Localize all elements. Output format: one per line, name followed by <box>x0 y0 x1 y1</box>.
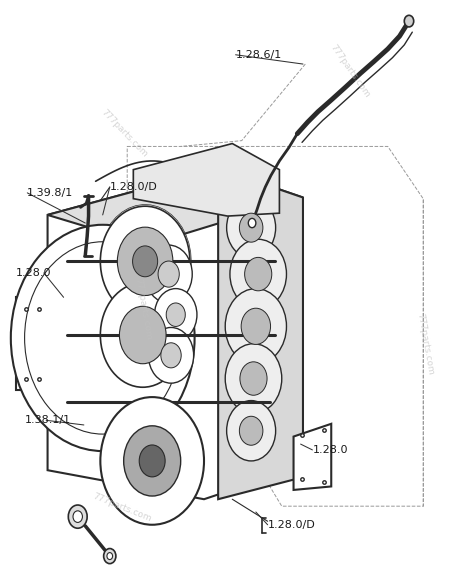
Polygon shape <box>47 168 270 499</box>
Circle shape <box>148 328 194 383</box>
Circle shape <box>104 549 116 564</box>
Circle shape <box>145 245 192 303</box>
Text: 777parts.com: 777parts.com <box>91 491 152 524</box>
Circle shape <box>225 344 282 413</box>
Circle shape <box>118 227 173 296</box>
Circle shape <box>166 303 185 326</box>
Circle shape <box>73 511 82 522</box>
Circle shape <box>119 306 166 364</box>
Circle shape <box>100 397 204 525</box>
Circle shape <box>248 219 256 228</box>
Text: 1.28.0: 1.28.0 <box>16 268 51 278</box>
Circle shape <box>240 362 267 395</box>
Circle shape <box>68 505 87 528</box>
Text: 1.39.8/1: 1.39.8/1 <box>27 188 73 198</box>
Text: 777parts.com: 777parts.com <box>416 312 435 375</box>
Text: 777parts.com: 777parts.com <box>99 108 149 159</box>
Circle shape <box>225 289 286 364</box>
Polygon shape <box>47 168 303 245</box>
Circle shape <box>239 213 263 242</box>
Circle shape <box>155 289 197 341</box>
Circle shape <box>124 426 181 496</box>
Text: 777parts.com: 777parts.com <box>133 278 153 340</box>
Polygon shape <box>218 168 303 499</box>
Circle shape <box>245 257 272 291</box>
Circle shape <box>11 225 195 451</box>
Text: 1.28.0: 1.28.0 <box>312 445 348 455</box>
Circle shape <box>158 261 179 287</box>
Text: 1.28.0/D: 1.28.0/D <box>268 520 315 530</box>
Polygon shape <box>16 297 47 390</box>
Circle shape <box>100 283 185 387</box>
Polygon shape <box>133 143 279 216</box>
Circle shape <box>107 553 113 560</box>
Polygon shape <box>293 424 331 490</box>
Circle shape <box>404 15 414 27</box>
Circle shape <box>161 343 181 368</box>
Circle shape <box>239 416 263 445</box>
Circle shape <box>133 246 158 277</box>
Text: 1.28.0/D: 1.28.0/D <box>110 182 157 192</box>
Circle shape <box>100 206 190 317</box>
Circle shape <box>227 198 276 258</box>
Circle shape <box>227 401 276 461</box>
Circle shape <box>241 308 271 345</box>
Circle shape <box>139 445 165 477</box>
Text: 1.28.6/1: 1.28.6/1 <box>236 50 282 60</box>
Circle shape <box>25 242 181 434</box>
Text: 1.38.1/1: 1.38.1/1 <box>25 415 71 426</box>
Text: 777parts.com: 777parts.com <box>328 43 372 99</box>
Circle shape <box>230 239 286 309</box>
